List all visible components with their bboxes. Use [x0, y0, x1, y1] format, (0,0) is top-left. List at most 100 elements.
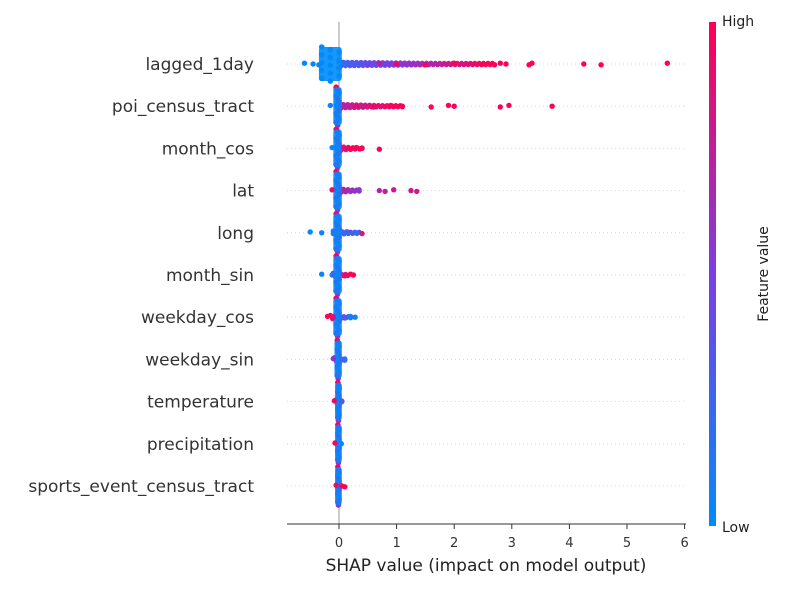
shap-point: [506, 102, 512, 109]
shap-point: [480, 61, 486, 67]
shap-point: [327, 102, 334, 109]
shap-core-cluster: [333, 129, 342, 168]
shap-point: [399, 103, 406, 109]
shap-point: [353, 103, 359, 109]
shap-point: [301, 60, 308, 66]
shap-point: [376, 146, 383, 152]
shap-point: [549, 103, 555, 109]
shap-point: [342, 145, 348, 152]
shap-point: [598, 62, 604, 68]
points-layer: [301, 44, 671, 508]
shap-point: [376, 60, 383, 66]
shap-point: [353, 144, 359, 151]
x-tick-label: 4: [565, 536, 573, 551]
shap-point: [491, 62, 498, 68]
grid-layer: [287, 63, 686, 487]
shap-point: [393, 61, 400, 67]
shap-point: [307, 229, 313, 235]
shap-point: [353, 61, 359, 67]
shap-point: [342, 484, 348, 490]
shap-point: [365, 62, 371, 68]
shap-core-cluster: [318, 47, 342, 81]
shap-point: [347, 188, 354, 195]
shap-point: [529, 60, 535, 66]
shap-point: [344, 229, 351, 235]
shap-core-cluster: [333, 171, 342, 210]
colorbar-gradient: [709, 22, 716, 526]
shap-point: [347, 313, 354, 320]
shap-point: [329, 187, 335, 193]
shap-point: [316, 62, 322, 68]
shap-point: [445, 102, 452, 109]
colorbar-title: Feature value: [756, 226, 772, 322]
feature-label: lat: [232, 182, 254, 202]
shap-point: [388, 102, 394, 109]
feature-label: month_cos: [162, 139, 254, 159]
shap-point: [342, 187, 348, 194]
shap-point: [342, 60, 348, 66]
shap-point: [342, 273, 348, 279]
shap-point: [382, 188, 388, 195]
shap-point: [324, 313, 331, 320]
shap-point: [330, 230, 336, 237]
shap-point: [497, 60, 503, 66]
shap-core-cluster: [333, 87, 342, 126]
shap-point: [330, 314, 336, 320]
feature-label: poi_census_tract: [112, 97, 254, 117]
shap-core-cluster: [333, 298, 342, 337]
feature-label: sports_event_census_tract: [28, 477, 254, 497]
shap-core-cluster: [335, 382, 342, 421]
feature-label: long: [217, 224, 254, 244]
shap-point: [332, 440, 338, 446]
colorbar-high-label: High: [722, 14, 754, 30]
x-tick-label: 3: [508, 536, 516, 551]
shap-point: [333, 482, 339, 488]
shap-point: [359, 230, 365, 237]
shap-point: [376, 187, 383, 194]
feature-label: temperature: [147, 393, 254, 413]
shap-point: [310, 61, 316, 67]
shap-point: [319, 230, 325, 236]
shap-point: [339, 398, 345, 405]
shap-point: [581, 61, 587, 67]
shap-point: [503, 61, 509, 67]
x-tick-label: 6: [680, 536, 688, 551]
shap-core-cluster: [333, 213, 342, 252]
feature-label: lagged_1day: [145, 55, 254, 75]
shap-core-cluster: [334, 340, 342, 379]
shap-point: [342, 315, 348, 321]
shap-point: [422, 62, 429, 68]
shap-point: [359, 145, 365, 152]
shap-point: [353, 230, 359, 236]
shap-point: [342, 357, 348, 363]
shap-point: [408, 187, 414, 194]
shap-point: [391, 187, 397, 193]
shap-point: [664, 60, 671, 66]
shap-point: [331, 398, 338, 404]
x-tick-label: 1: [392, 536, 400, 551]
x-tick-label: 2: [450, 536, 458, 551]
shap-point: [370, 104, 377, 110]
shap-point: [338, 441, 345, 447]
x-tick-label: 0: [335, 536, 343, 551]
shap-point: [414, 188, 420, 195]
shap-point: [497, 104, 503, 110]
shap-point: [428, 104, 434, 110]
colorbar-low-label: Low: [722, 520, 750, 536]
shap-core-cluster: [335, 424, 342, 463]
x-axis-title: SHAP value (impact on model output): [326, 556, 647, 576]
colorbar: High Low Feature value: [709, 14, 772, 536]
shap-core-cluster: [333, 256, 342, 294]
x-axis: 0 1 2 3 4 5 6: [287, 523, 689, 551]
feature-label: precipitation: [147, 435, 254, 455]
shap-point: [451, 103, 457, 109]
shap-point: [347, 146, 354, 152]
x-tick-label: 5: [623, 536, 631, 551]
shap-point: [451, 60, 457, 66]
shap-point: [329, 272, 335, 278]
shap-point: [356, 187, 362, 193]
shap-point: [350, 272, 357, 278]
shap-point: [352, 314, 358, 320]
